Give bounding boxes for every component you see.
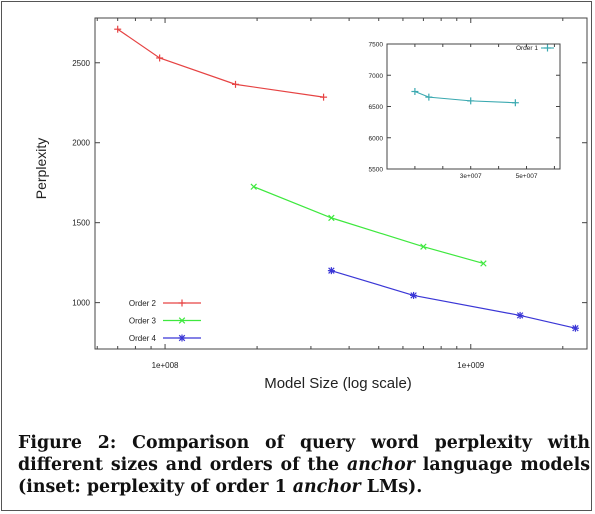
- x-tick-label: 1e+009: [457, 361, 484, 370]
- data-point: [410, 291, 418, 299]
- data-point: [327, 267, 335, 275]
- x-tick-label: 1e+008: [152, 361, 179, 370]
- figure-caption: Figure 2: Comparison of query word perpl…: [18, 432, 590, 498]
- caption-italic-1: anchor: [346, 455, 415, 475]
- data-point-d2: [328, 267, 335, 274]
- x-axis-label: Model Size (log scale): [264, 375, 412, 392]
- data-point-d2: [480, 260, 487, 267]
- caption-text-2: language models (inset: perplexity of or…: [18, 455, 591, 497]
- inset-legend-label: Order 1: [516, 45, 538, 52]
- series-line-order-4: [331, 270, 576, 329]
- data-point: [516, 311, 524, 319]
- inset-y-tick-label: 7000: [369, 73, 384, 80]
- series-line-order-2: [117, 28, 324, 98]
- data-point-d2: [572, 324, 579, 332]
- inset-y-tick-label: 6000: [369, 135, 384, 142]
- y-tick-label: 2500: [72, 59, 90, 68]
- inset-x-tick-label: 3e+007: [460, 173, 482, 180]
- y-tick-label: 1500: [72, 219, 90, 228]
- legend-marker: [178, 299, 186, 307]
- data-point: [571, 324, 579, 332]
- inset-series-line-order-1: [414, 90, 516, 104]
- inset-plot-area: [386, 43, 561, 170]
- data-point: [480, 260, 487, 267]
- legend-label: Order 3: [129, 317, 157, 326]
- inset-legend-marker: [544, 44, 551, 52]
- data-point-d2: [410, 292, 417, 299]
- data-point: [328, 214, 335, 222]
- y-axis-label: Perplexity: [33, 138, 49, 199]
- caption-text-1: Comparison of query word perplexity with…: [18, 433, 590, 475]
- data-point: [420, 243, 427, 250]
- legend-marker: [178, 317, 186, 324]
- data-point: [114, 25, 122, 33]
- data-point-d2: [250, 183, 257, 190]
- inset-y-tick-label: 7500: [369, 42, 384, 49]
- inset-x-tick-label: 5e+007: [516, 173, 538, 180]
- main-plot-area: [94, 17, 588, 350]
- inset-y-tick-label: 6500: [369, 104, 384, 111]
- data-point: [156, 54, 164, 62]
- inset-data-point: [411, 88, 419, 95]
- perplexity-chart: 1000 1500 2000 2500 1e+008 1e+009 Model Size (…: [33, 17, 588, 392]
- series-line-order-3: [253, 186, 484, 265]
- legend-label: Order 4: [129, 334, 157, 343]
- data-point: [320, 93, 328, 101]
- caption-italic-2: anchor: [292, 477, 361, 497]
- y-tick-label: 2000: [72, 139, 90, 148]
- legend-marker-d2: [178, 334, 186, 342]
- data-point-d2: [516, 312, 524, 319]
- inset-y-tick-label: 5500: [369, 167, 384, 174]
- inset-data-point: [467, 97, 475, 105]
- caption-text-3: LMs).: [366, 477, 423, 497]
- legend-marker-d2: [178, 317, 186, 324]
- y-tick-label: 1000: [72, 299, 90, 308]
- caption-label: Figure 2:: [18, 433, 117, 453]
- data-point-d2: [420, 243, 427, 250]
- data-point: [250, 183, 257, 190]
- inset-data-point: [425, 93, 433, 101]
- data-point-d2: [328, 214, 335, 222]
- data-point: [232, 80, 240, 88]
- inset-data-point: [511, 99, 519, 107]
- legend-label: Order 2: [129, 299, 157, 308]
- legend-marker: [178, 334, 186, 342]
